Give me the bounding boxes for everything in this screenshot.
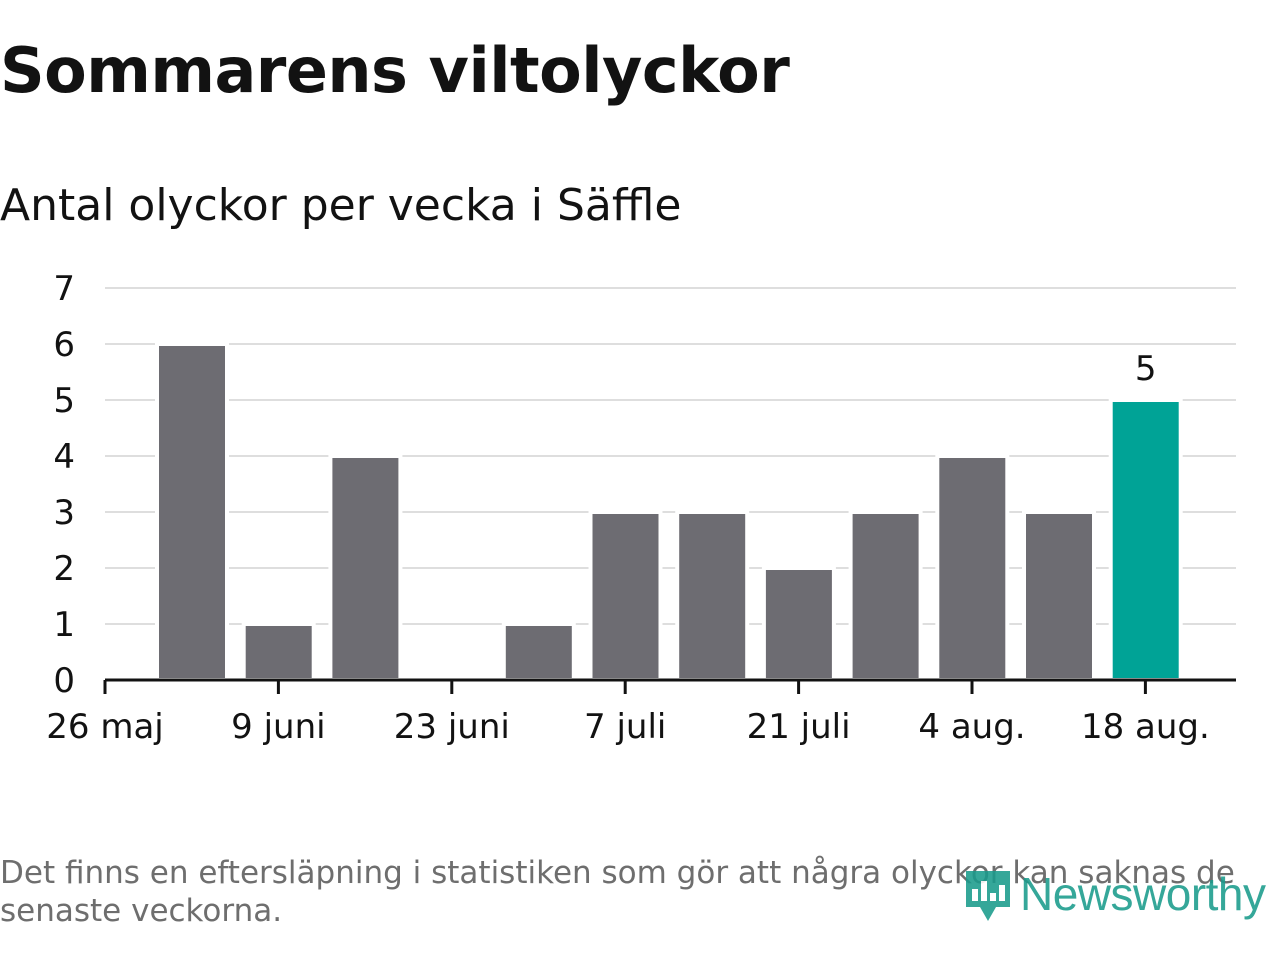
bar bbox=[588, 510, 663, 682]
x-tick-label: 23 juni bbox=[394, 707, 510, 747]
footnote: Det finns en eftersläpning i statistiken… bbox=[0, 855, 1235, 929]
brand-logo: Newsworthy bbox=[962, 862, 1266, 926]
bar bbox=[328, 454, 403, 682]
bar bbox=[501, 622, 576, 682]
y-tick-label: 1 bbox=[53, 605, 75, 645]
bar bbox=[675, 510, 750, 682]
x-tick-label: 4 aug. bbox=[918, 707, 1025, 747]
bar bbox=[241, 622, 316, 682]
bar-highlight bbox=[1108, 398, 1183, 682]
y-tick-label: 4 bbox=[53, 437, 75, 477]
chart-title: Sommarens viltolyckor bbox=[0, 34, 790, 107]
bar bbox=[848, 510, 923, 682]
x-tick-label: 21 juli bbox=[747, 707, 851, 747]
x-tick-label: 26 maj bbox=[46, 707, 163, 747]
x-tick-label: 18 aug. bbox=[1081, 707, 1210, 747]
bars bbox=[155, 342, 1183, 682]
x-axis-ticks: 26 maj 9 juni 23 juni 7 juli 21 juli 4 aug. 18… bbox=[46, 680, 1210, 747]
y-tick-label: 6 bbox=[53, 325, 75, 365]
y-tick-label: 2 bbox=[53, 549, 75, 589]
y-tick-label: 3 bbox=[53, 493, 75, 533]
bar bbox=[155, 342, 229, 682]
newsworthy-logo-icon bbox=[966, 871, 1010, 921]
x-tick-label: 7 juli bbox=[584, 707, 666, 747]
x-tick-label: 9 juni bbox=[231, 707, 325, 747]
y-tick-label: 7 bbox=[53, 269, 75, 309]
bar bbox=[1022, 510, 1096, 682]
data-labels: 5 bbox=[1135, 349, 1157, 389]
y-axis-ticks: 0 1 2 3 4 5 6 7 bbox=[53, 269, 75, 701]
data-label: 5 bbox=[1135, 349, 1157, 389]
y-tick-label: 5 bbox=[53, 381, 75, 421]
bar-chart: 0 1 2 3 4 5 6 7 26 maj 9 juni 23 juni 7 juli 21 jul… bbox=[46, 269, 1236, 747]
y-tick-label: 0 bbox=[53, 661, 75, 701]
bar bbox=[761, 566, 836, 682]
chart-subtitle: Antal olyckor per vecka i Säffle bbox=[0, 180, 682, 231]
brand-name: Newsworthy bbox=[1020, 868, 1266, 920]
bar bbox=[935, 454, 1010, 682]
